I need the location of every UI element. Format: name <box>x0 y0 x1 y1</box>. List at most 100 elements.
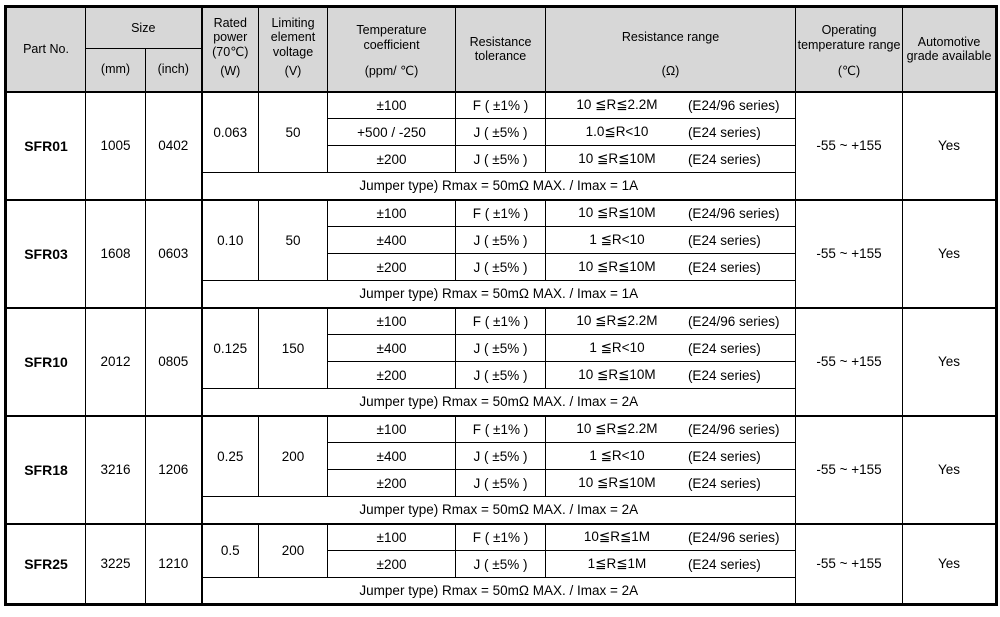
range-series: (E24 series) <box>687 232 761 248</box>
header-temp-coefficient-unit: (ppm/ ℃) <box>364 63 419 78</box>
automotive-cell: Yes <box>902 91 998 201</box>
header-limiting-voltage-unit: (V) <box>284 63 302 78</box>
table-row: SFR25 3225 1210 0.5 200 ±100 F ( ±1% ) 1… <box>5 523 998 605</box>
header-rated-power-label: Rated power (70℃) <box>212 15 249 60</box>
header-resistance-range: Resistance range (Ω) <box>545 6 797 93</box>
part-no-cell: SFR25 <box>5 523 86 605</box>
range-expression: 10 ≦R≦10M <box>578 475 656 490</box>
header-limiting-voltage: Limiting element voltage (V) <box>258 6 329 93</box>
header-part-no-label: Part No. <box>23 41 69 56</box>
range-expression: 10 ≦R≦2.2M <box>576 421 658 437</box>
size-inch-cell: 0402 <box>144 91 203 201</box>
tolerance-cell: F ( ±1% ) <box>455 415 547 443</box>
tolerance-cell: J ( ±5% ) <box>455 361 547 389</box>
resistance-range-cell: 10 ≦R≦2.2M (E24/96 series) <box>545 91 797 119</box>
range-series: (E24/96 series) <box>687 97 780 113</box>
operating-temp-cell: -55 ~ +155 <box>795 199 904 309</box>
range-expression: 10≦R≦1M <box>583 529 651 545</box>
temp-coefficient-cell: ±200 <box>327 469 457 497</box>
tolerance-cell: J ( ±5% ) <box>455 118 547 146</box>
header-operating-temp-label: Operating temperature range <box>797 23 901 52</box>
tolerance-cell: J ( ±5% ) <box>455 442 547 470</box>
rated-power-cell: 0.10 <box>200 199 260 281</box>
automotive-cell: Yes <box>902 199 998 309</box>
range-series: (E24 series) <box>687 556 761 572</box>
jumper-type-cell: Jumper type) Rmax = 50mΩ MAX. / Imax = 2… <box>200 388 797 417</box>
range-series: (E24 series) <box>687 340 761 356</box>
header-rated-power: Rated power (70℃) (W) <box>200 6 260 93</box>
header-size-mm: (mm) <box>85 48 146 93</box>
temp-coefficient-cell: ±200 <box>327 253 457 281</box>
automotive-cell: Yes <box>902 415 998 525</box>
resistance-range-cell: 1 ≦R<10 (E24 series) <box>545 226 797 254</box>
table-row: ±200 J ( ±5% ) 10 ≦R≦10M (E24 series) <box>6 469 997 497</box>
temp-coefficient-cell: ±100 <box>327 415 457 443</box>
tolerance-cell: J ( ±5% ) <box>455 253 547 281</box>
header-operating-temp-unit: (℃) <box>837 63 861 78</box>
temp-coefficient-cell: ±200 <box>327 361 457 389</box>
temp-coefficient-cell: ±100 <box>327 523 457 551</box>
jumper-row: Jumper type) Rmax = 50mΩ MAX. / Imax = 1… <box>6 280 997 309</box>
part-no-cell: SFR10 <box>5 307 86 417</box>
temp-coefficient-cell: ±100 <box>327 199 457 227</box>
temp-coefficient-cell: ±100 <box>327 307 457 335</box>
size-mm-cell: 3225 <box>85 523 146 605</box>
resistance-range-cell: 10 ≦R≦10M (E24 series) <box>545 253 797 281</box>
table-row: SFR18 3216 1206 0.25 200 ±100 F ( ±1% ) … <box>5 415 998 525</box>
range-expression: 10 ≦R≦2.2M <box>576 97 658 113</box>
jumper-row: Jumper type) Rmax = 50mΩ MAX. / Imax = 2… <box>6 496 997 525</box>
resistance-range-cell: 10 ≦R≦2.2M (E24/96 series) <box>545 307 797 335</box>
temp-coefficient-cell: ±200 <box>327 145 457 173</box>
header-size-inch: (inch) <box>144 48 203 93</box>
automotive-cell: Yes <box>902 307 998 417</box>
limiting-voltage-cell: 50 <box>258 199 329 281</box>
size-inch-cell: 0805 <box>144 307 203 417</box>
limiting-voltage-cell: 200 <box>258 523 329 578</box>
tolerance-cell: J ( ±5% ) <box>455 226 547 254</box>
limiting-voltage-cell: 150 <box>258 307 329 389</box>
header-resistance-range-unit: (Ω) <box>661 63 680 78</box>
range-expression: 1≦R≦1M <box>587 556 647 571</box>
range-series: (E24 series) <box>687 151 761 167</box>
table-row: SFR10 2012 0805 0.125 150 ±100 F ( ±1% )… <box>5 307 998 417</box>
range-series: (E24/96 series) <box>687 313 780 329</box>
range-expression: 10 ≦R≦10M <box>578 151 656 166</box>
range-series: (E24/96 series) <box>687 205 780 221</box>
tolerance-cell: J ( ±5% ) <box>455 469 547 497</box>
range-expression: 1 ≦R<10 <box>589 232 645 247</box>
table-row: ±200 J ( ±5% ) 10 ≦R≦10M (E24 series) <box>6 361 997 389</box>
part-no-cell: SFR01 <box>5 91 86 201</box>
jumper-type-cell: Jumper type) Rmax = 50mΩ MAX. / Imax = 2… <box>200 577 797 605</box>
header-resistance-tolerance-label: Resistance tolerance <box>469 34 532 64</box>
range-expression: 10 ≦R≦10M <box>578 367 656 382</box>
range-expression: 10 ≦R≦2.2M <box>576 313 658 329</box>
range-expression: 10 ≦R≦10M <box>578 259 656 274</box>
resistance-range-cell: 10 ≦R≦10M (E24 series) <box>545 469 797 497</box>
rated-power-cell: 0.25 <box>200 415 260 497</box>
resistance-range-cell: 1 ≦R<10 (E24 series) <box>545 442 797 470</box>
header-limiting-voltage-label: Limiting element voltage <box>270 15 316 60</box>
resistance-range-cell: 1.0≦R<10 (E24 series) <box>545 118 797 146</box>
rated-power-cell: 0.5 <box>200 523 260 578</box>
temp-coefficient-cell: ±400 <box>327 442 457 470</box>
jumper-type-cell: Jumper type) Rmax = 50mΩ MAX. / Imax = 1… <box>200 280 797 309</box>
jumper-type-cell: Jumper type) Rmax = 50mΩ MAX. / Imax = 2… <box>200 496 797 525</box>
tolerance-cell: F ( ±1% ) <box>455 91 547 119</box>
table-row: ±400 J ( ±5% ) 1 ≦R<10 (E24 series) <box>6 226 997 254</box>
rated-power-cell: 0.125 <box>200 307 260 389</box>
header-size-label: Size <box>131 20 156 35</box>
automotive-cell: Yes <box>902 523 998 605</box>
tolerance-cell: F ( ±1% ) <box>455 199 547 227</box>
table-row: ±200 J ( ±5% ) 1≦R≦1M (E24 series) <box>6 550 997 578</box>
resistance-range-cell: 10 ≦R≦10M (E24/96 series) <box>545 199 797 227</box>
resistance-range-cell: 10 ≦R≦10M (E24 series) <box>545 361 797 389</box>
header-row-1: Part No. Size Rated power (70℃) (W) Limi… <box>5 6 998 93</box>
temp-coefficient-cell: ±100 <box>327 91 457 119</box>
header-automotive: Automotive grade available <box>902 6 998 93</box>
header-resistance-tolerance: Resistance tolerance <box>455 6 547 93</box>
range-expression: 1.0≦R<10 <box>585 124 649 139</box>
resistance-range-cell: 1 ≦R<10 (E24 series) <box>545 334 797 362</box>
header-part-no: Part No. <box>5 6 86 93</box>
range-expression: 1 ≦R<10 <box>589 448 645 463</box>
table-row: SFR03 1608 0603 0.10 50 ±100 F ( ±1% ) 1… <box>5 199 998 309</box>
